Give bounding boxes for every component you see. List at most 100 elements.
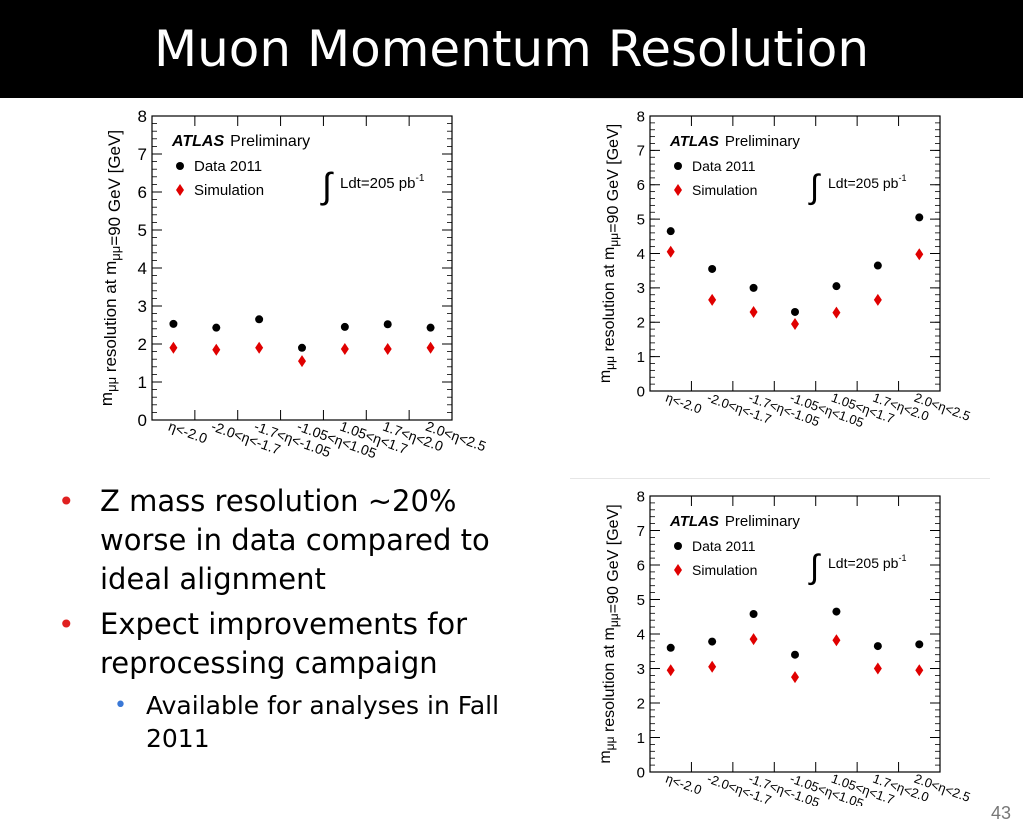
y-tick-label: 4	[637, 246, 645, 263]
y-title-subscript: μμ	[108, 246, 123, 261]
y-title-part: =90 GeV [GeV]	[105, 130, 124, 246]
simulation-point	[667, 664, 675, 676]
data-point	[212, 323, 221, 332]
bullet-dot-icon: •	[58, 485, 75, 518]
legend-marker-simulation	[176, 184, 184, 196]
data-point	[255, 315, 264, 324]
data-point	[667, 644, 675, 652]
simulation-point	[832, 306, 841, 319]
data-point	[832, 282, 841, 291]
simulation-point	[915, 248, 924, 261]
luminosity-text: Ldt=205 pb	[340, 175, 416, 192]
y-tick-label: 4	[637, 626, 645, 643]
simulation-point	[708, 293, 717, 306]
bullet-text: Z mass resolution ~20% worse in data com…	[100, 484, 490, 596]
integral-symbol: ∫	[320, 165, 334, 206]
y-title-part: resolution at m	[601, 627, 618, 736]
simulation-point	[874, 663, 882, 675]
y-title-part: m	[97, 392, 116, 406]
atlas-label: ATLAS Preliminary	[669, 513, 800, 530]
y-tick-label: 0	[637, 383, 645, 400]
data-point	[169, 319, 178, 328]
data-point	[708, 638, 716, 646]
atlas-label: ATLAS Preliminary	[669, 133, 800, 150]
y-tick-label: 2	[138, 335, 147, 354]
atlas-label-prelim: Preliminary	[725, 133, 801, 150]
legend-marker-data	[176, 162, 184, 170]
atlas-label-bold: ATLAS	[669, 133, 719, 150]
y-tick-label: 7	[138, 145, 147, 164]
simulation-point	[255, 341, 264, 354]
bullet-list: • Z mass resolution ~20% worse in data c…	[58, 482, 538, 755]
legend-marker-data	[674, 162, 682, 170]
atlas-label-prelim: Preliminary	[230, 133, 310, 150]
y-title-subscript: μμ	[104, 377, 119, 392]
slide-title: Muon Momentum Resolution	[153, 20, 870, 78]
atlas-label-prelim: Preliminary	[725, 513, 801, 530]
data-point	[426, 323, 435, 332]
simulation-point	[666, 245, 675, 258]
data-point	[832, 608, 840, 616]
legend-label: Simulation	[692, 562, 757, 578]
simulation-point	[873, 293, 882, 306]
divider-middle	[570, 478, 990, 479]
y-tick-label: 8	[138, 107, 147, 126]
legend-label: Data 2011	[692, 538, 756, 554]
title-bar	[0, 0, 1023, 98]
bullet-text: Expect improvements for reprocessing cam…	[100, 607, 468, 680]
simulation-point	[383, 342, 392, 355]
data-point	[298, 343, 306, 352]
y-axis-title: mμμ resolution at mμμ=90 GeV [GeV]	[597, 124, 622, 383]
legend-marker-simulation	[674, 564, 682, 576]
luminosity-exponent: -1	[898, 173, 906, 183]
simulation-point	[832, 634, 840, 646]
page-number: 43	[990, 803, 1011, 823]
x-tick-label: η<-2.0	[664, 771, 704, 798]
x-tick-label: η<-2.0	[166, 418, 209, 447]
y-tick-label: 8	[637, 488, 645, 505]
atlas-label-bold: ATLAS	[171, 133, 224, 150]
luminosity-exponent: -1	[898, 553, 906, 563]
y-tick-label: 7	[637, 523, 645, 540]
y-tick-label: 6	[637, 557, 645, 574]
simulation-point	[212, 343, 221, 356]
y-title-part: resolution at m	[101, 261, 120, 377]
luminosity-label: Ldt=205 pb-1	[828, 173, 906, 191]
y-tick-label: 1	[637, 730, 645, 747]
luminosity-text: Ldt=205 pb	[828, 175, 899, 191]
luminosity-label: Ldt=205 pb-1	[828, 553, 906, 571]
simulation-point	[915, 664, 923, 676]
y-tick-label: 3	[637, 661, 645, 678]
data-point	[708, 264, 717, 273]
y-title-part: m	[597, 370, 614, 383]
y-tick-label: 0	[138, 411, 147, 430]
chart-barrel-endcap: 0 1 2 3 4 5 6 7 8η<-2.0 -2.0<η<-1.7-1.7<η<-1.05-1…	[597, 108, 972, 430]
sub-bullet-item: • Available for analyses in Fall 2011	[58, 689, 538, 755]
y-tick-label: 6	[637, 177, 645, 194]
data-point	[915, 640, 923, 648]
y-title-part: resolution at m	[601, 247, 618, 356]
y-tick-label: 5	[637, 592, 645, 609]
data-point	[874, 642, 882, 650]
data-point	[915, 213, 924, 222]
legend-marker-simulation	[674, 184, 682, 196]
bullet-item: • Z mass resolution ~20% worse in data c…	[58, 482, 538, 599]
y-tick-label: 3	[138, 297, 147, 316]
y-title-subscript: μμ	[603, 736, 617, 750]
atlas-label-bold: ATLAS	[669, 513, 719, 530]
data-point	[340, 322, 349, 331]
simulation-point	[426, 341, 435, 354]
y-axis: 0 1 2 3 4 5 6 7 8	[138, 107, 452, 430]
data-point	[791, 651, 799, 659]
y-axis: 0 1 2 3 4 5 6 7 8	[637, 108, 940, 400]
y-axis: 0 1 2 3 4 5 6 7 8	[637, 488, 940, 781]
simulation-point	[750, 633, 758, 645]
y-tick-label: 3	[637, 280, 645, 297]
legend-label: Simulation	[692, 182, 757, 198]
atlas-label: ATLAS Preliminary	[171, 133, 310, 150]
y-tick-label: 1	[138, 373, 147, 392]
y-title-subscript: μμ	[607, 233, 621, 247]
simulation-point	[791, 671, 799, 683]
y-title-part: =90 GeV [GeV]	[605, 124, 622, 233]
